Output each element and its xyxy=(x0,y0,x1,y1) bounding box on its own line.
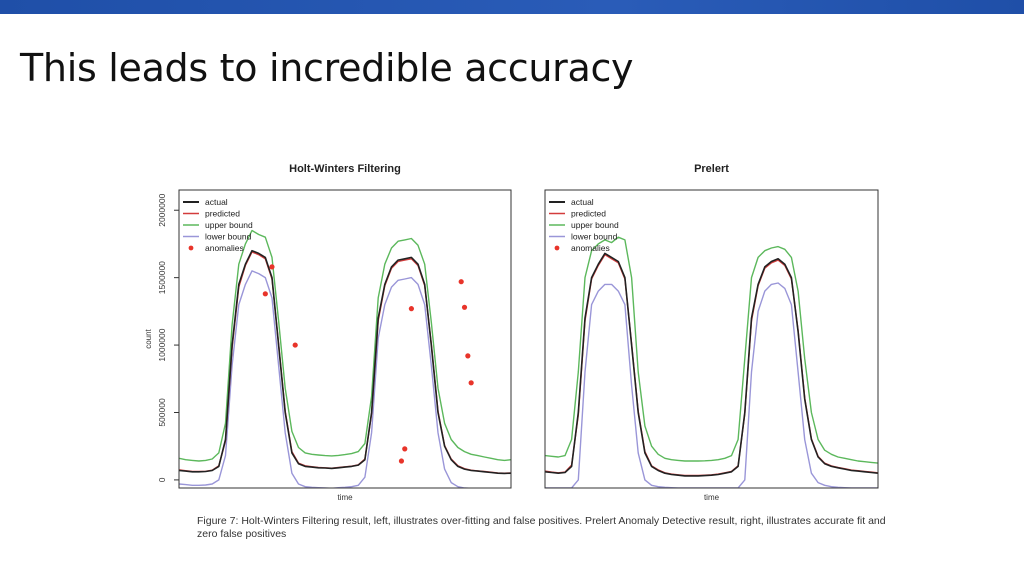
legend-label: lower bound xyxy=(571,232,618,242)
anomaly-point xyxy=(269,264,275,270)
legend-label: lower bound xyxy=(205,232,252,242)
charts-svg: Holt-Winters Filtering 0 500000 1000000 1500… xyxy=(144,163,879,502)
chart-panel-1: Holt-Winters Filtering 0 500000 1000000 1500… xyxy=(144,163,512,502)
anomaly-point xyxy=(458,279,464,285)
anomaly-point xyxy=(402,446,408,452)
chart-title: Prelert xyxy=(694,163,729,175)
y-axis-label: count xyxy=(144,328,153,348)
legend-label: predicted xyxy=(205,209,240,219)
anomaly-point xyxy=(461,304,468,310)
legend-marker-anomalies xyxy=(188,245,194,251)
y-tick-label: 500000 xyxy=(157,398,167,427)
series-line-actual xyxy=(179,249,511,475)
legend-label: upper bound xyxy=(205,220,253,230)
slide-title: This leads to incredible accuracy xyxy=(20,46,634,90)
legend-label: anomalies xyxy=(571,243,610,253)
series-line-predicted xyxy=(545,253,878,477)
figure: Holt-Winters Filtering 0 500000 1000000 1500… xyxy=(140,150,900,550)
series-group xyxy=(545,236,878,488)
legend-label: predicted xyxy=(571,209,606,219)
series-group xyxy=(179,229,511,488)
x-axis-label: time xyxy=(704,493,720,502)
y-tick-label: 0 xyxy=(157,477,167,482)
series-line-upper-bound xyxy=(545,236,878,464)
x-axis-label: time xyxy=(337,493,353,502)
top-accent-bar xyxy=(0,0,1024,14)
anomaly-point xyxy=(468,380,474,386)
chart-title: Holt-Winters Filtering xyxy=(289,163,401,175)
legend-marker-anomalies xyxy=(554,245,560,251)
plot-frame xyxy=(544,189,879,489)
y-tick-label: 2000000 xyxy=(157,193,167,226)
y-tick-label: 1500000 xyxy=(157,261,167,294)
anomaly-point xyxy=(408,306,414,312)
y-tick-label: 1000000 xyxy=(157,328,167,361)
plot-frame xyxy=(178,189,512,489)
legend-label: anomalies xyxy=(205,243,244,253)
figure-caption: Figure 7: Holt-Winters Filtering result,… xyxy=(197,515,886,540)
anomaly-point xyxy=(398,458,405,464)
anomaly-point xyxy=(465,353,471,359)
series-line-upper-bound xyxy=(179,229,511,462)
series-line-lower-bound xyxy=(545,282,878,488)
anomaly-point xyxy=(262,291,268,297)
legend-label: actual xyxy=(571,197,594,207)
legend-label: upper bound xyxy=(571,220,619,230)
legend-label: actual xyxy=(205,197,228,207)
series-line-lower-bound xyxy=(179,270,511,488)
series-line-actual xyxy=(545,252,878,477)
series-line-predicted xyxy=(179,251,511,474)
anomaly-point xyxy=(292,342,298,348)
